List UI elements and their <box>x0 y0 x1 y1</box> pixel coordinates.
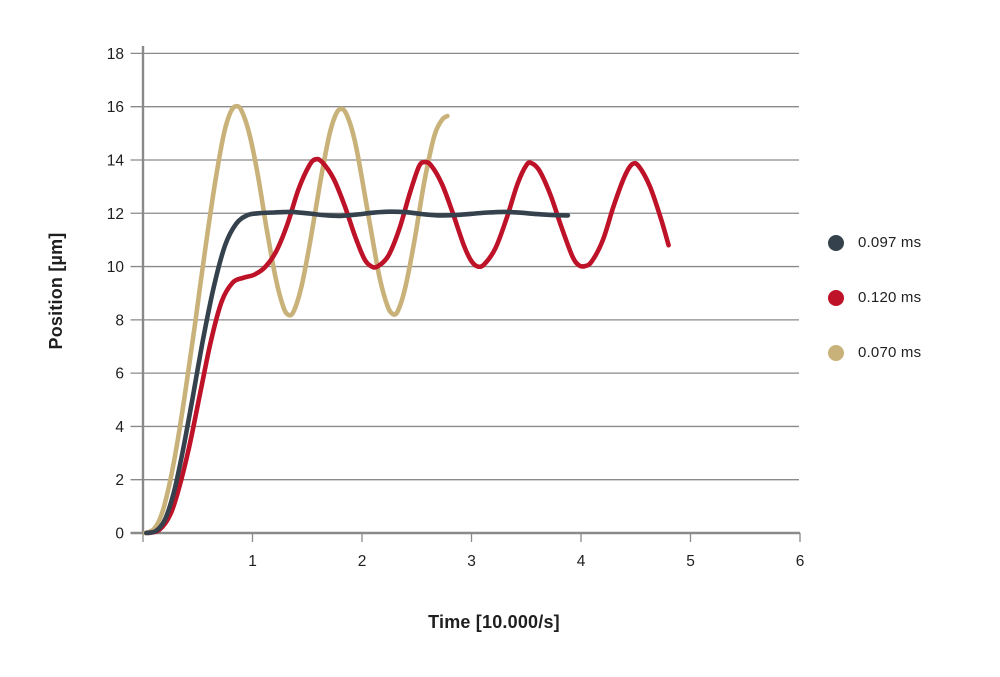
legend-item-1: 0.120 ms <box>828 289 921 306</box>
legend-item-2: 0.070 ms <box>828 344 921 361</box>
series-curve-0-097-ms <box>144 209 571 536</box>
legend-label: 0.120 ms <box>858 289 922 306</box>
y-tick-label-6: 6 <box>115 366 124 383</box>
y-tick-label-16: 16 <box>107 99 124 116</box>
x-tick-label-1: 1 <box>248 553 257 570</box>
x-tick-label-3: 3 <box>467 553 476 570</box>
y-tick-label-4: 4 <box>115 419 124 436</box>
series-curve-0-120-ms <box>146 156 671 536</box>
y-tick-label-2: 2 <box>115 472 124 489</box>
legend: 0.097 ms 0.120 ms 0.070 ms <box>828 234 921 361</box>
y-axis-title: Position [µm] <box>46 232 66 350</box>
series-curve-0-070-ms <box>142 103 450 536</box>
y-tick-label-10: 10 <box>107 259 125 276</box>
y-tick-label-18: 18 <box>107 46 124 63</box>
legend-swatch-icon <box>828 234 844 251</box>
x-tick-label-5: 5 <box>686 553 695 570</box>
legend-label: 0.070 ms <box>858 344 922 361</box>
x-tick-label-4: 4 <box>577 553 586 570</box>
y-tick-label-0: 0 <box>115 526 124 543</box>
legend-swatch-icon <box>828 289 844 306</box>
y-tick-label-8: 8 <box>115 312 124 329</box>
legend-label: 0.097 ms <box>858 234 922 251</box>
legend-item-0: 0.097 ms <box>828 234 921 251</box>
y-tick-label-12: 12 <box>107 206 124 223</box>
x-tick-label-6: 6 <box>796 553 805 570</box>
legend-swatch-icon <box>828 344 844 361</box>
x-axis-title: Time [10.000/s] <box>428 612 560 632</box>
y-tick-label-14: 14 <box>107 152 125 169</box>
x-tick-label-2: 2 <box>358 553 367 570</box>
